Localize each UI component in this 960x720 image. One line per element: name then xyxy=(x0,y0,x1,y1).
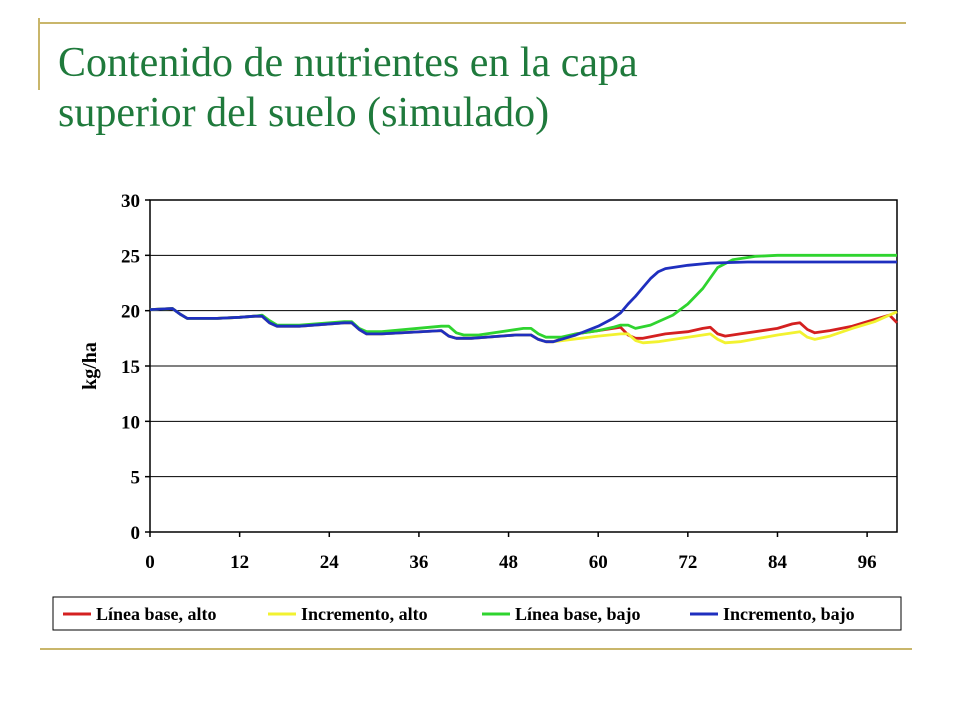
slide-accent-vertical-line xyxy=(38,18,40,90)
legend-frame xyxy=(52,596,902,631)
series-line-4 xyxy=(149,260,897,344)
y-axis-label: kg/ha xyxy=(79,342,101,390)
x-tick-label-84: 84 xyxy=(768,552,788,573)
x-axis-ticks: 0 12 24 36 48 60 72 84 96 xyxy=(145,532,877,573)
x-tick-label-12: 12 xyxy=(230,552,249,573)
y-tick-label-25: 25 xyxy=(121,246,140,267)
slide-title: Contenido de nutrientes en la capa super… xyxy=(58,38,898,138)
legend-label-4: Incremento, bajo xyxy=(723,604,855,624)
x-tick-label-48: 48 xyxy=(499,552,518,573)
x-tick-label-24: 24 xyxy=(320,552,340,573)
slide-title-line-1: Contenido de nutrientes en la capa xyxy=(58,40,638,86)
slide-title-line-2: superior del suelo (simulado) xyxy=(58,90,550,136)
chart-legend: Línea base, alto Incremento, alto Línea ba… xyxy=(52,596,902,631)
y-tick-label-0: 0 xyxy=(131,523,141,544)
y-tick-label-15: 15 xyxy=(121,357,140,378)
legend-label-3: Línea base, bajo xyxy=(515,604,641,624)
chart-series xyxy=(149,253,899,345)
x-tick-label-0: 0 xyxy=(145,552,155,573)
chart-gridlines xyxy=(150,254,897,478)
x-tick-label-36: 36 xyxy=(409,552,428,573)
legend-label-2: Incremento, alto xyxy=(301,604,428,624)
legend-label-1: Línea base, alto xyxy=(96,604,217,624)
x-tick-label-96: 96 xyxy=(858,552,877,573)
slide-accent-bottom-line xyxy=(40,648,912,650)
series-line-1 xyxy=(149,307,899,344)
x-tick-label-72: 72 xyxy=(678,552,697,573)
y-tick-label-30: 30 xyxy=(121,191,140,212)
y-tick-label-5: 5 xyxy=(131,468,141,489)
y-tick-label-20: 20 xyxy=(121,302,140,323)
y-tick-label-10: 10 xyxy=(121,412,140,433)
y-axis-ticks: 0 5 10 15 20 25 30 xyxy=(121,191,150,544)
slide-accent-top-line xyxy=(40,22,906,24)
x-tick-label-60: 60 xyxy=(589,552,608,573)
